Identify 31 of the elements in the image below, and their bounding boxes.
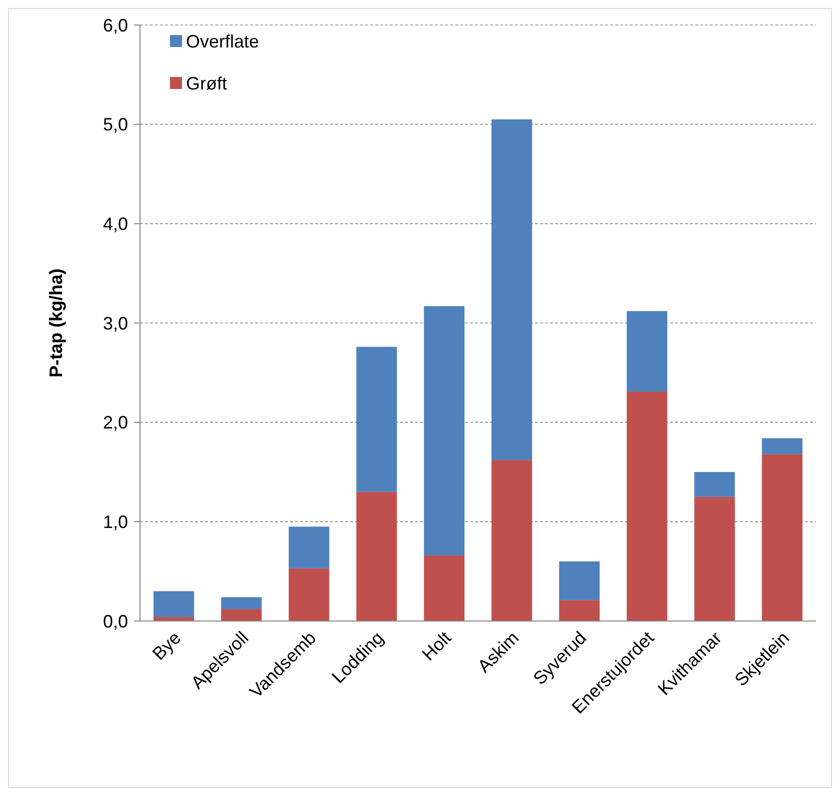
bar [694, 472, 735, 497]
bar [288, 526, 330, 568]
y-tick-label: 3,0 [102, 313, 128, 334]
legend-label: Overflate [186, 31, 260, 52]
y-tick-label: 0,0 [102, 611, 128, 632]
x-tick-label: Holt [418, 628, 456, 664]
legend-label: Grøft [186, 73, 227, 94]
bar [288, 568, 330, 621]
bar [762, 438, 802, 454]
bar [559, 600, 600, 621]
bar [626, 311, 668, 392]
bar [221, 597, 262, 610]
bar [626, 392, 668, 621]
bar [356, 492, 397, 621]
y-tick-label: 1,0 [102, 512, 128, 532]
bar [154, 591, 194, 618]
x-tick-label: Bye [148, 628, 185, 664]
bar [221, 609, 262, 621]
y-axis-title: P-tap (kg/ha) [46, 268, 66, 378]
y-tick-label: 2,0 [102, 412, 128, 433]
bar [492, 119, 532, 460]
y-tick-label: 5,0 [102, 114, 128, 135]
bar [559, 561, 600, 600]
bar [424, 555, 464, 621]
bar [424, 306, 464, 556]
y-tick-label: 4,0 [102, 214, 128, 234]
y-tick-label: 6,0 [102, 15, 128, 36]
bar [492, 460, 532, 621]
bar [762, 454, 802, 621]
bar [356, 346, 397, 492]
bar [694, 496, 735, 621]
